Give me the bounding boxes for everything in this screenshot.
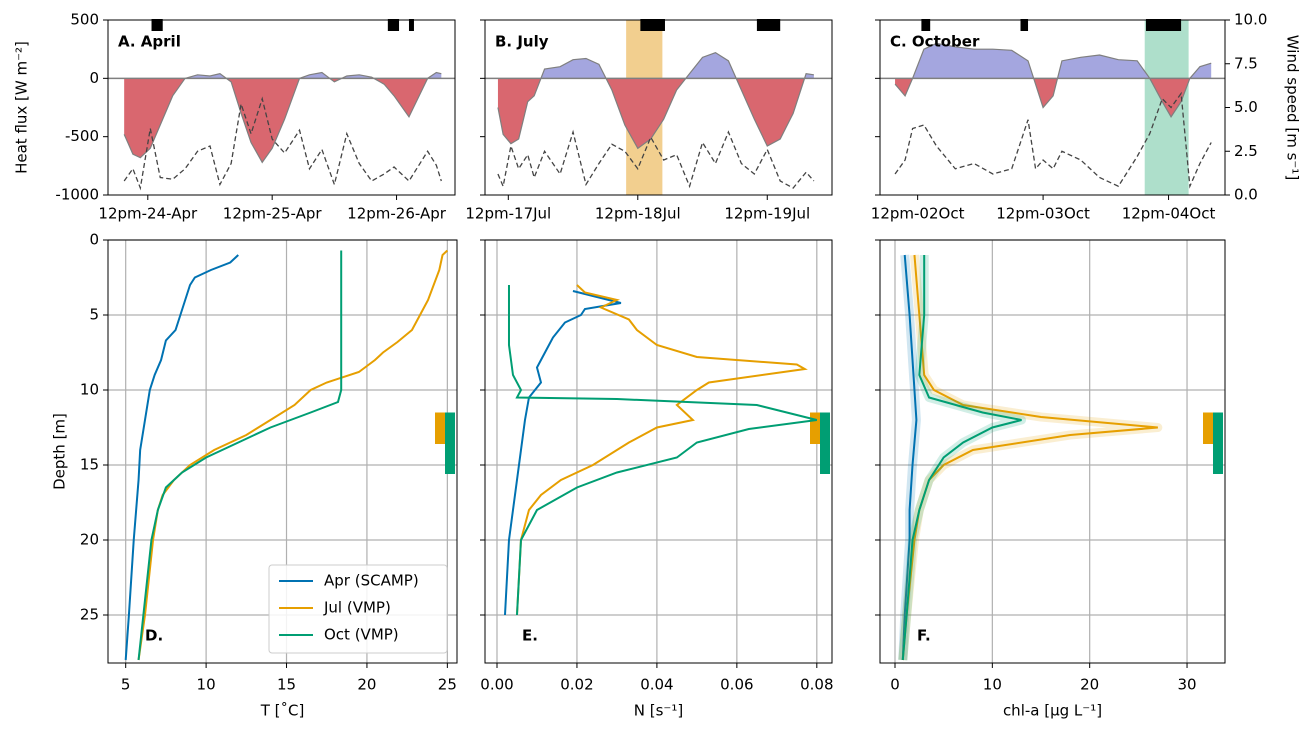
heat-flux-line (894, 42, 1212, 118)
profile-line (901, 255, 1022, 661)
x-tick-label: 0.06 (720, 676, 753, 694)
y-tick-label: 15 (80, 456, 99, 474)
heat-flux-line (123, 71, 442, 164)
heat-flux-line (497, 52, 814, 150)
axes-frame (484, 19, 833, 196)
x-tick-label: 20 (357, 676, 376, 694)
y2-tick-label: 10.0 (1234, 11, 1267, 29)
profile-line (503, 290, 622, 616)
profile-line (124, 254, 239, 661)
heat-loss-area (497, 78, 805, 149)
profile-line (137, 250, 343, 661)
y-tick-label: -1000 (55, 186, 99, 204)
legend-label: Apr (SCAMP) (324, 572, 419, 590)
x-tick-label: 12pm-02Oct (871, 205, 965, 223)
profile-period-marker (921, 19, 931, 31)
x-tick-label: 25 (438, 676, 457, 694)
x-tick-label: 12pm-17Jul (465, 205, 551, 223)
profile-line (515, 284, 808, 616)
wind-speed-line (497, 129, 815, 189)
heat-loss-area (895, 78, 1190, 117)
y-tick-label: -500 (65, 127, 99, 145)
axes-frame (484, 239, 833, 664)
x-tick-label: 0.08 (800, 676, 833, 694)
depth-range-bar (1203, 412, 1213, 444)
y-tick-label: 25 (80, 606, 99, 624)
x-tick-label: 10 (197, 676, 216, 694)
depth-range-bar (810, 412, 820, 444)
heat-gain-area (124, 72, 442, 79)
y-tick-label: 10 (80, 381, 99, 399)
x-tick-label: 10 (983, 676, 1002, 694)
y-tick-label: 500 (70, 11, 99, 29)
x-tick-label: 5 (121, 676, 131, 694)
y-axis-title: Depth [m] (51, 413, 69, 490)
x-tick-label: 12pm-26-Apr (347, 205, 447, 223)
depth-range-bar (445, 412, 455, 474)
panel-title: A. April (118, 33, 181, 51)
profile-line (507, 285, 818, 616)
y-tick-label: 5 (89, 306, 99, 324)
x-tick-label: 0 (890, 676, 900, 694)
panel-title: D. (145, 627, 163, 645)
legend-label: Oct (VMP) (324, 626, 399, 644)
profile-period-marker (408, 19, 414, 31)
x-tick-label: 15 (277, 676, 296, 694)
heat-gain-area (497, 52, 814, 79)
x-tick-label: 30 (1177, 676, 1196, 694)
y2-tick-label: 5.0 (1234, 98, 1258, 116)
x-axis-title: T [˚C] (260, 702, 305, 720)
axes-frame (107, 19, 456, 196)
wind-speed-line (123, 96, 442, 191)
heat-loss-area (124, 78, 428, 163)
panel-title: C. October (890, 33, 980, 51)
x-axis-title: N [s⁻¹] (634, 702, 683, 720)
y-axis-title: Heat flux [W m⁻²] (13, 41, 31, 174)
axes-frame (107, 239, 458, 664)
x-tick-label: 12pm-24-Apr (98, 205, 198, 223)
profile-period-marker (756, 19, 781, 31)
y-tick-label: 20 (80, 531, 99, 549)
x-tick-label: 12pm-25-Apr (223, 205, 323, 223)
depth-range-bar (1213, 412, 1223, 474)
axes-frame (879, 239, 1226, 664)
y2-tick-label: 0.0 (1234, 186, 1258, 204)
profile-period-marker (640, 19, 665, 31)
y2-axis-title: Wind speed [m s⁻¹] (1284, 35, 1302, 180)
x-tick-label: 0.00 (480, 676, 513, 694)
panel-title: E. (522, 627, 538, 645)
profile-period-marker (387, 19, 400, 31)
depth-range-bar (820, 412, 830, 474)
y-tick-label: 0 (89, 231, 99, 249)
profile-period-marker (1145, 19, 1182, 31)
panel-title: F. (917, 627, 931, 645)
y2-tick-label: 7.5 (1234, 54, 1258, 72)
x-tick-label: 0.04 (640, 676, 673, 694)
heat-gain-area (895, 43, 1212, 79)
y2-tick-label: 2.5 (1234, 142, 1258, 160)
profile-line (901, 254, 1158, 661)
y-tick-label: 0 (89, 69, 99, 87)
depth-range-bar (435, 412, 445, 444)
x-axis-title: chl-a [μg L⁻¹] (1003, 702, 1102, 720)
profile-period-marker (151, 19, 163, 31)
legend-box (268, 564, 448, 654)
wind-speed-line (894, 91, 1212, 189)
profile-period-marker (1020, 19, 1029, 31)
x-tick-label: 12pm-03Oct (996, 205, 1090, 223)
profile-line (901, 254, 918, 661)
x-tick-label: 12pm-04Oct (1122, 205, 1216, 223)
legend-label: Jul (VMP) (323, 599, 391, 617)
x-tick-label: 12pm-18Jul (595, 205, 681, 223)
x-tick-label: 12pm-19Jul (724, 205, 810, 223)
x-tick-label: 20 (1080, 676, 1099, 694)
x-tick-label: 0.02 (560, 676, 593, 694)
panel-title: B. July (495, 33, 549, 51)
